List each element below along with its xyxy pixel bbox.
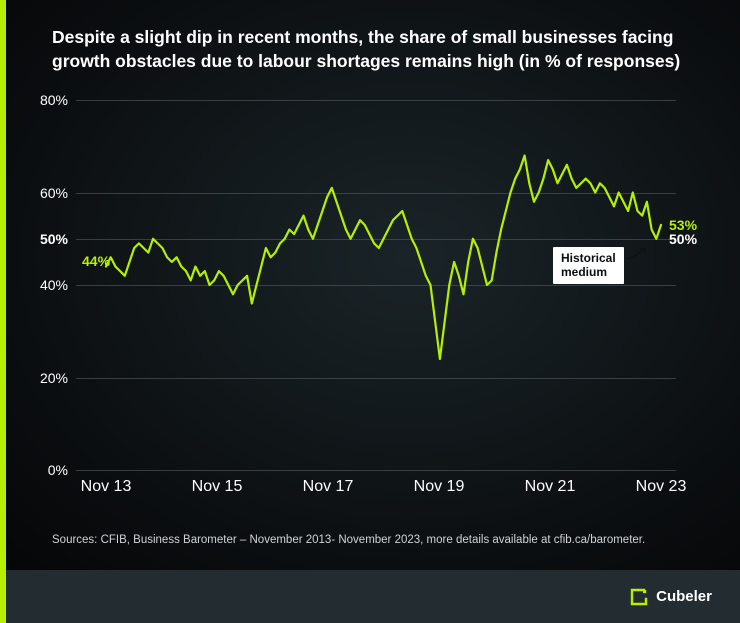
x-axis-tick: Nov 21 [525, 478, 576, 496]
y-axis-tick: 80% [40, 92, 68, 108]
x-axis-tick: Nov 23 [636, 478, 687, 496]
series-start-label: 44% [82, 253, 110, 269]
y-axis-tick: 20% [40, 370, 68, 386]
x-axis-tick: Nov 13 [81, 478, 132, 496]
historical-medium-value: 50% [669, 231, 697, 247]
chart-plot: 0%20%40%50%60%80%Nov 13Nov 15Nov 17Nov 1… [76, 100, 676, 470]
footer-bar: Cubeler [6, 570, 740, 623]
chart-title: Despite a slight dip in recent months, t… [52, 26, 710, 73]
chart-card: Despite a slight dip in recent months, t… [6, 0, 740, 570]
brand-name: Cubeler [656, 588, 712, 605]
x-axis-tick: Nov 17 [303, 478, 354, 496]
source-text: Sources: CFIB, Business Barometer – Nove… [52, 534, 710, 546]
callout-arrow-icon [623, 245, 651, 268]
line-series [76, 100, 676, 470]
x-axis-tick: Nov 19 [414, 478, 465, 496]
y-axis-tick: 0% [48, 462, 68, 478]
cubeler-logo-icon [630, 588, 648, 606]
gridline [76, 470, 676, 471]
y-axis-tick: 40% [40, 277, 68, 293]
historical-medium-callout: Historicalmedium [553, 247, 624, 284]
y-axis-tick: 60% [40, 185, 68, 201]
x-axis-tick: Nov 15 [192, 478, 243, 496]
y-axis-tick: 50% [40, 231, 68, 247]
